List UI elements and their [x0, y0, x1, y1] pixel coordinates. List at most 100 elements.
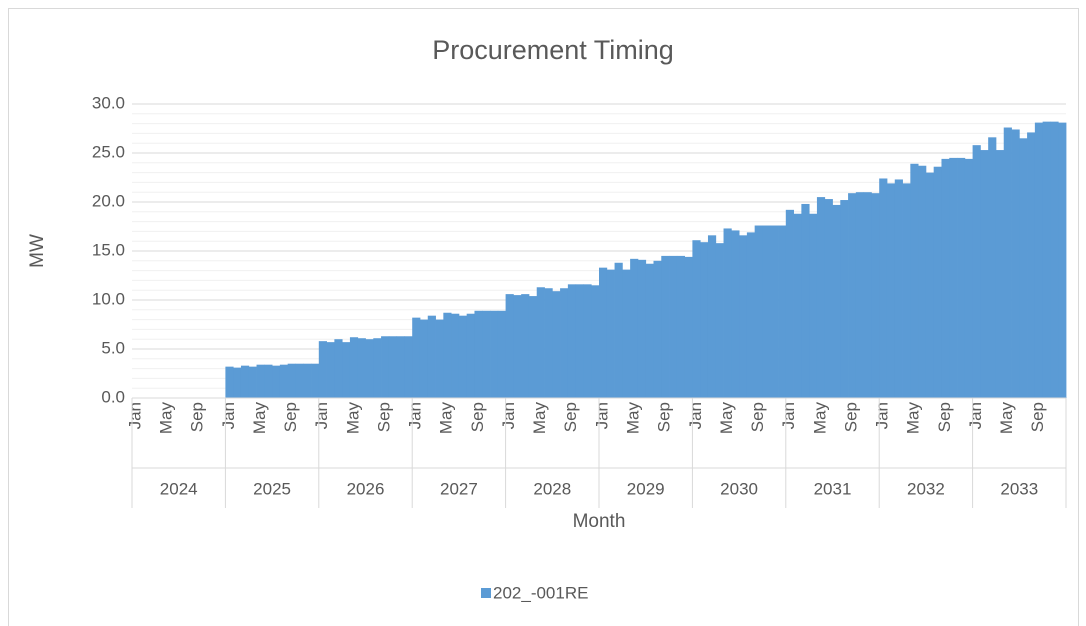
x-group-label: 2024	[160, 479, 198, 498]
x-axis-title: Month	[573, 511, 626, 532]
bar	[583, 284, 592, 398]
bar	[474, 310, 483, 398]
bar	[957, 157, 966, 398]
bar	[497, 310, 506, 398]
x-tick-label: Jan	[686, 402, 705, 429]
bar	[264, 364, 273, 398]
bar	[1050, 121, 1059, 398]
bar	[855, 192, 865, 398]
bar	[692, 240, 701, 398]
bar	[435, 319, 444, 398]
bar	[1011, 129, 1020, 399]
y-tick-label: 30.0	[92, 93, 125, 112]
bar	[762, 225, 771, 398]
bar	[256, 364, 265, 398]
x-group-label: 2031	[814, 479, 852, 498]
x-group-label: 2025	[253, 479, 291, 498]
y-tick-label: 10.0	[92, 289, 125, 308]
x-tick-label: Sep	[748, 402, 767, 432]
bar	[630, 258, 639, 398]
bar	[941, 158, 950, 398]
bar	[233, 367, 242, 398]
bar	[575, 284, 584, 398]
x-group-label: 2026	[347, 479, 385, 498]
bar	[770, 225, 779, 398]
bar	[723, 228, 732, 398]
y-tick-label: 5.0	[101, 338, 125, 357]
bar	[848, 193, 857, 398]
bar	[824, 199, 833, 398]
x-tick-label: Sep	[188, 402, 207, 432]
bar	[715, 243, 724, 398]
bar	[1003, 127, 1012, 399]
bar	[342, 342, 351, 398]
x-group-label: 2032	[907, 479, 945, 498]
x-tick-label: May	[250, 402, 269, 435]
bar	[653, 260, 662, 398]
bar	[746, 232, 756, 398]
x-tick-label: Jan	[966, 402, 985, 429]
bar	[419, 319, 429, 398]
bar	[544, 288, 553, 398]
bar	[918, 165, 927, 398]
x-tick-label: May	[810, 402, 829, 435]
x-tick-label: Jan	[312, 402, 331, 429]
bar	[622, 269, 631, 398]
bar	[933, 166, 942, 398]
bar	[840, 200, 849, 398]
x-tick-label: Jan	[125, 402, 144, 429]
bar	[886, 183, 896, 398]
bar	[396, 336, 405, 398]
bar	[311, 363, 320, 398]
bar	[318, 341, 327, 398]
bar	[879, 178, 888, 398]
bar	[972, 145, 981, 398]
bar	[279, 364, 289, 398]
y-axis-title: MW	[27, 234, 48, 268]
x-tick-label: Jan	[779, 402, 798, 429]
x-tick-label: May	[997, 402, 1016, 435]
bar	[560, 288, 569, 398]
bar	[964, 158, 973, 398]
bar	[754, 225, 763, 398]
legend-swatch	[481, 588, 491, 598]
bar	[599, 267, 608, 398]
y-tick-label: 20.0	[92, 191, 125, 210]
x-tick-label: Sep	[281, 402, 300, 432]
x-tick-label: Sep	[468, 402, 487, 432]
bar	[669, 255, 678, 398]
x-tick-label: Jan	[219, 402, 238, 429]
bar	[567, 284, 577, 398]
bar	[684, 256, 693, 398]
bar	[466, 313, 475, 398]
x-tick-label: May	[437, 402, 456, 435]
bar	[326, 342, 335, 398]
bar	[894, 179, 903, 398]
x-group-label: 2033	[1000, 479, 1038, 498]
bar	[809, 213, 818, 398]
bar	[707, 235, 717, 398]
bar	[645, 263, 654, 398]
bar	[995, 150, 1005, 398]
bar	[793, 213, 802, 398]
x-group-label: 2028	[533, 479, 571, 498]
bar	[225, 366, 234, 398]
x-tick-label: Sep	[1028, 402, 1047, 432]
bar	[988, 137, 997, 398]
bar	[528, 296, 538, 398]
x-tick-label: Sep	[935, 402, 954, 432]
bar	[739, 235, 748, 398]
x-tick-label: May	[904, 402, 923, 435]
bar	[513, 295, 522, 398]
bar	[949, 157, 958, 398]
bar	[910, 163, 919, 398]
x-tick-label: May	[717, 402, 736, 435]
bar	[925, 172, 935, 398]
bar	[801, 203, 810, 398]
bar	[272, 365, 281, 398]
x-group-label: 2027	[440, 479, 478, 498]
x-tick-label: Jan	[406, 402, 425, 429]
bar	[536, 287, 545, 398]
bar	[676, 255, 686, 398]
bar	[902, 183, 911, 398]
